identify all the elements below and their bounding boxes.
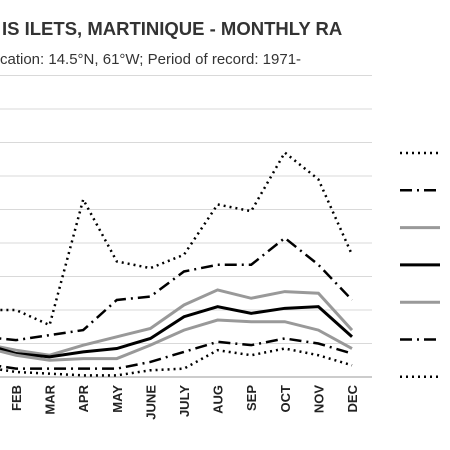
x-tick-label: DEC	[345, 384, 360, 412]
series-line	[0, 236, 353, 342]
series-line	[0, 150, 354, 327]
chart-subtitle: cation: 14.5°N, 61°W; Period of record: …	[0, 51, 301, 68]
x-tick-label: APR	[76, 384, 91, 412]
x-tick-label: AUG	[211, 385, 226, 414]
x-tick-label: JULY	[177, 385, 192, 417]
x-tick-label: SEP	[244, 385, 259, 411]
series-line	[0, 288, 354, 357]
x-tick-label: MAR	[43, 384, 58, 414]
series-line	[0, 305, 354, 359]
chart-title: IS ILETS, MARTINIQUE - MONTHLY RA	[2, 18, 342, 39]
x-tick-label: FEB	[9, 385, 24, 411]
x-tick-label: NOV	[311, 385, 326, 414]
series-line	[0, 347, 353, 377]
series-line	[0, 318, 353, 362]
series-line	[0, 337, 353, 370]
x-tick-label: MAY	[110, 385, 125, 413]
x-tick-label: OCT	[278, 385, 293, 413]
x-tick-label: JUNE	[143, 385, 158, 420]
